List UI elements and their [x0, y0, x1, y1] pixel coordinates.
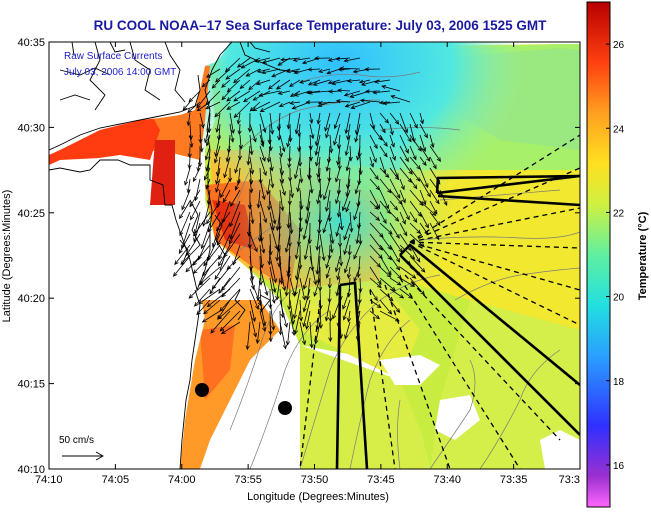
overlay-line-2: July 03, 2006 14:00 GMT [64, 67, 176, 78]
colorbar-tick-label: 24 [613, 124, 625, 135]
station-marker [278, 401, 292, 415]
y-tick-label: 40:35 [17, 37, 45, 49]
x-tick-label: 74:05 [102, 474, 130, 486]
colorbar-tick-label: 26 [613, 40, 625, 51]
colorbar-tick-label: 18 [613, 377, 625, 388]
colorbar-tick-label: 16 [613, 461, 625, 472]
plot-area: Raw Surface Currents July 03, 2006 14:00… [49, 42, 580, 469]
station-marker [195, 383, 209, 397]
x-axis-label: Longitude (Degrees:Minutes) [247, 491, 389, 503]
x-tick-label: 73:40 [433, 474, 461, 486]
colorbar-label: Temperature (°C) [637, 211, 649, 300]
colorbar-gradient [587, 2, 610, 507]
y-tick-label: 40:20 [17, 293, 45, 305]
x-tick-label: 73:55 [234, 474, 262, 486]
overlay-line-1: Raw Surface Currents [64, 51, 162, 62]
y-tick-label: 40:15 [17, 379, 45, 391]
y-tick-label: 40:30 [17, 122, 45, 134]
x-tick-label: 73:45 [367, 474, 395, 486]
figure-title: RU COOL NOAA–17 Sea Surface Temperature:… [94, 18, 547, 33]
x-tick-label: 73:35 [500, 474, 528, 486]
y-tick-label: 40:25 [17, 208, 45, 220]
y-axis-label: Latitude (Degrees:Minutes) [1, 190, 13, 323]
y-tick-label: 40:10 [17, 464, 45, 476]
colorbar: 26 24 22 20 18 16 Temperature (°C) [587, 2, 649, 507]
x-tick-label: 73:50 [301, 474, 329, 486]
colorbar-tick-label: 20 [613, 293, 625, 304]
x-tick-label: 74:00 [168, 474, 196, 486]
colorbar-tick-label: 22 [613, 208, 625, 219]
scale-bar-label: 50 cm/s [59, 435, 94, 446]
x-tick-label: 73:3 [559, 474, 580, 486]
